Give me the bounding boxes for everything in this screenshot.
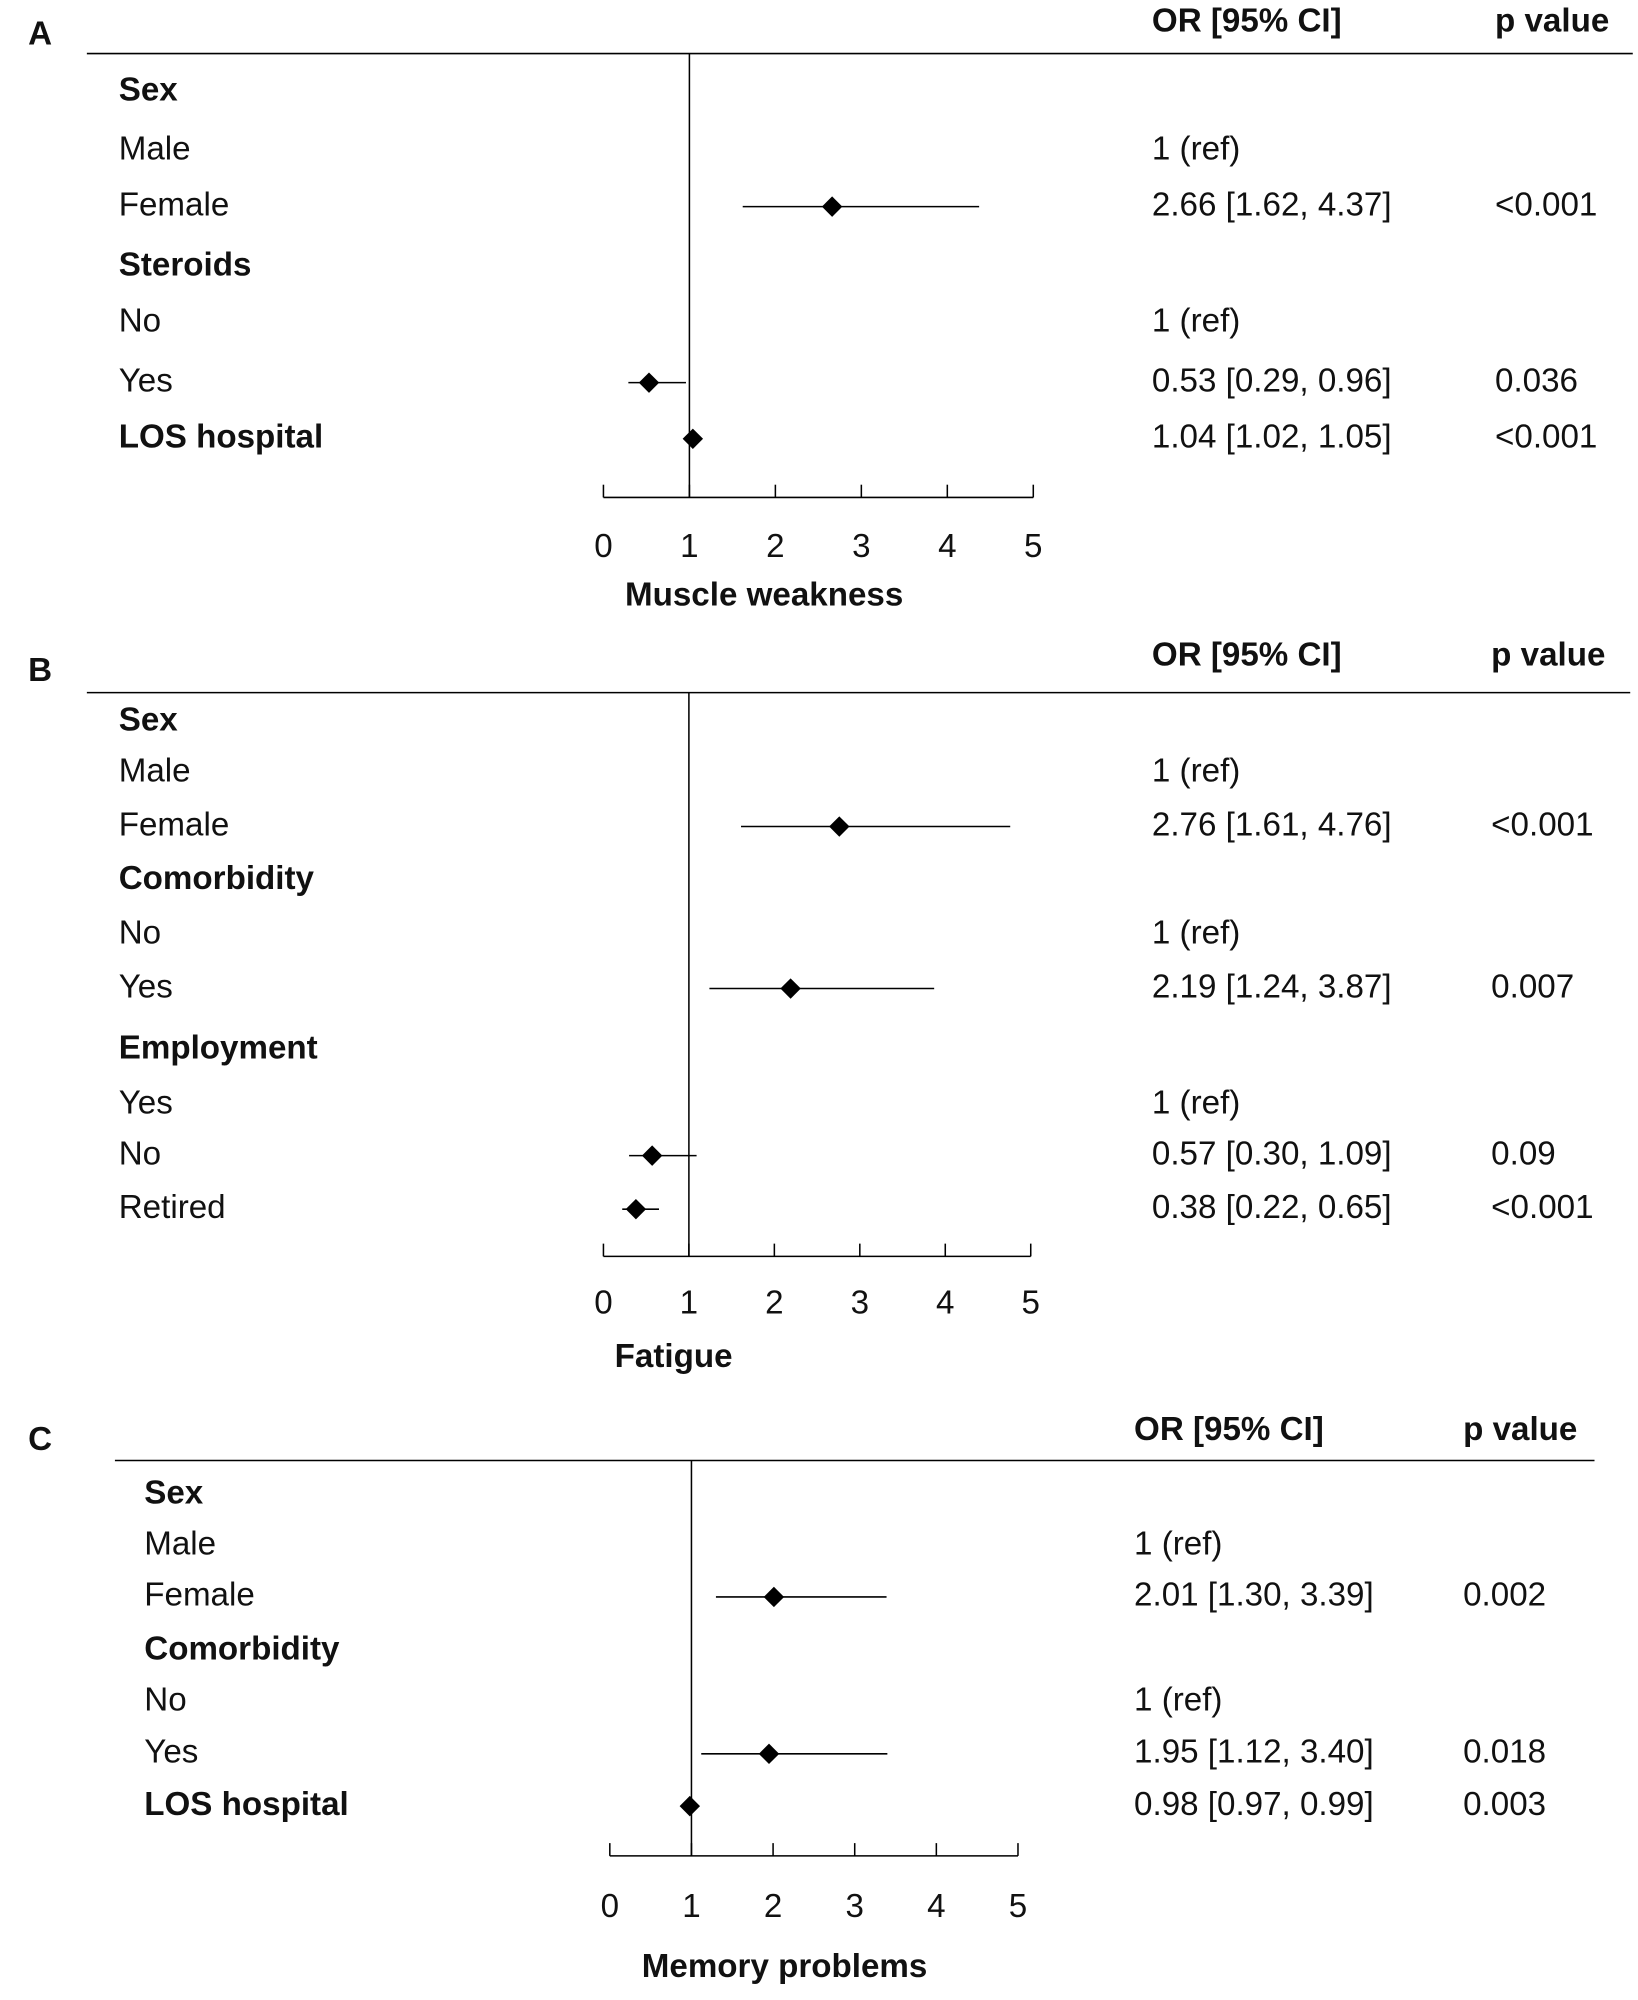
p-value: 0.036: [1495, 362, 1578, 399]
row-label: No: [119, 302, 161, 339]
p-value: 0.007: [1491, 968, 1574, 1005]
row-label: Yes: [144, 1734, 198, 1771]
x-tick-label: 1: [680, 1285, 698, 1322]
row-label: Female: [119, 806, 230, 843]
estimate-label: 0.57 [0.30, 1.09]: [1152, 1135, 1392, 1172]
row-label: No: [119, 1135, 161, 1172]
x-tick-label: 4: [938, 528, 956, 565]
group-label: Comorbidity: [119, 860, 315, 897]
group-label: LOS hospital: [144, 1786, 348, 1823]
group-label: Sex: [144, 1475, 204, 1512]
estimate-label: 1 (ref): [1152, 1084, 1240, 1121]
estimate-label: 2.66 [1.62, 4.37]: [1152, 186, 1392, 223]
p-value: 0.09: [1491, 1135, 1556, 1172]
estimate-marker: [821, 196, 843, 217]
p-value: 0.003: [1463, 1786, 1546, 1823]
estimate-label: 1 (ref): [1152, 130, 1240, 167]
column-header: OR [95% CI]: [1152, 637, 1342, 674]
estimate-label: 1 (ref): [1152, 302, 1240, 339]
x-tick-label: 3: [845, 1888, 863, 1925]
row-label: Male: [144, 1526, 216, 1563]
x-tick-label: 2: [765, 1285, 783, 1322]
x-tick-label: 1: [682, 1888, 700, 1925]
panel-label: B: [28, 652, 52, 689]
x-tick-label: 4: [936, 1285, 954, 1322]
row-label: No: [119, 915, 161, 952]
x-tick-label: 2: [764, 1888, 782, 1925]
estimate-label: 0.38 [0.22, 0.65]: [1152, 1189, 1392, 1226]
group-label: Sex: [119, 702, 179, 739]
group-label: Comorbidity: [144, 1630, 340, 1667]
estimate-marker: [638, 372, 660, 393]
estimate-label: 2.76 [1.61, 4.76]: [1152, 806, 1392, 843]
x-tick-label: 5: [1022, 1285, 1040, 1322]
estimate-label: 1.04 [1.02, 1.05]: [1152, 419, 1392, 456]
x-tick-label: 0: [594, 1285, 612, 1322]
estimate-marker: [780, 978, 801, 999]
column-header: p value: [1463, 1411, 1577, 1448]
group-label: Sex: [119, 72, 179, 109]
x-axis-label: Fatigue: [615, 1338, 733, 1375]
column-header: OR [95% CI]: [1134, 1411, 1324, 1448]
row-label: Retired: [119, 1189, 226, 1226]
estimate-marker: [625, 1198, 647, 1220]
x-axis-label: Muscle weakness: [625, 577, 903, 614]
estimate-marker: [641, 1145, 663, 1166]
group-label: LOS hospital: [119, 419, 323, 456]
p-value: 0.002: [1463, 1577, 1546, 1614]
estimate-marker: [758, 1743, 780, 1765]
row-label: Yes: [119, 968, 173, 1005]
p-value: 0.018: [1463, 1734, 1546, 1771]
estimate-label: 1 (ref): [1152, 915, 1240, 952]
column-header: OR [95% CI]: [1152, 3, 1342, 40]
estimate-marker: [682, 428, 704, 449]
estimate-marker: [763, 1586, 785, 1608]
x-axis-label: Memory problems: [642, 1948, 928, 1985]
x-tick-label: 4: [927, 1888, 945, 1925]
row-label: Yes: [119, 362, 173, 399]
row-label: Male: [119, 753, 191, 790]
x-tick-label: 2: [766, 528, 784, 565]
estimate-marker: [829, 816, 850, 837]
estimate-label: 0.98 [0.97, 0.99]: [1134, 1786, 1374, 1823]
p-value: <0.001: [1495, 419, 1597, 456]
row-label: Yes: [119, 1084, 173, 1121]
x-tick-label: 3: [852, 528, 870, 565]
x-tick-label: 0: [601, 1888, 619, 1925]
column-header: p value: [1495, 3, 1609, 40]
p-value: <0.001: [1491, 806, 1593, 843]
group-label: Steroids: [119, 246, 252, 283]
estimate-label: 2.01 [1.30, 3.39]: [1134, 1577, 1374, 1614]
column-header: p value: [1491, 637, 1605, 674]
estimate-label: 1 (ref): [1134, 1681, 1222, 1718]
estimate-marker: [679, 1795, 701, 1817]
p-value: <0.001: [1491, 1189, 1593, 1226]
group-label: Employment: [119, 1030, 318, 1067]
row-label: Female: [119, 186, 230, 223]
x-tick-label: 3: [851, 1285, 869, 1322]
estimate-label: 1 (ref): [1134, 1526, 1222, 1563]
x-tick-label: 5: [1024, 528, 1042, 565]
row-label: Male: [119, 130, 191, 167]
row-label: No: [144, 1681, 186, 1718]
row-label: Female: [144, 1577, 255, 1614]
panel-label: A: [28, 15, 52, 52]
estimate-label: 0.53 [0.29, 0.96]: [1152, 362, 1392, 399]
p-value: <0.001: [1495, 186, 1597, 223]
estimate-label: 2.19 [1.24, 3.87]: [1152, 968, 1392, 1005]
estimate-label: 1 (ref): [1152, 753, 1240, 790]
panel-label: C: [28, 1421, 52, 1458]
x-tick-label: 0: [594, 528, 612, 565]
estimate-label: 1.95 [1.12, 3.40]: [1134, 1734, 1374, 1771]
x-tick-label: 1: [680, 528, 698, 565]
x-tick-label: 5: [1009, 1888, 1027, 1925]
